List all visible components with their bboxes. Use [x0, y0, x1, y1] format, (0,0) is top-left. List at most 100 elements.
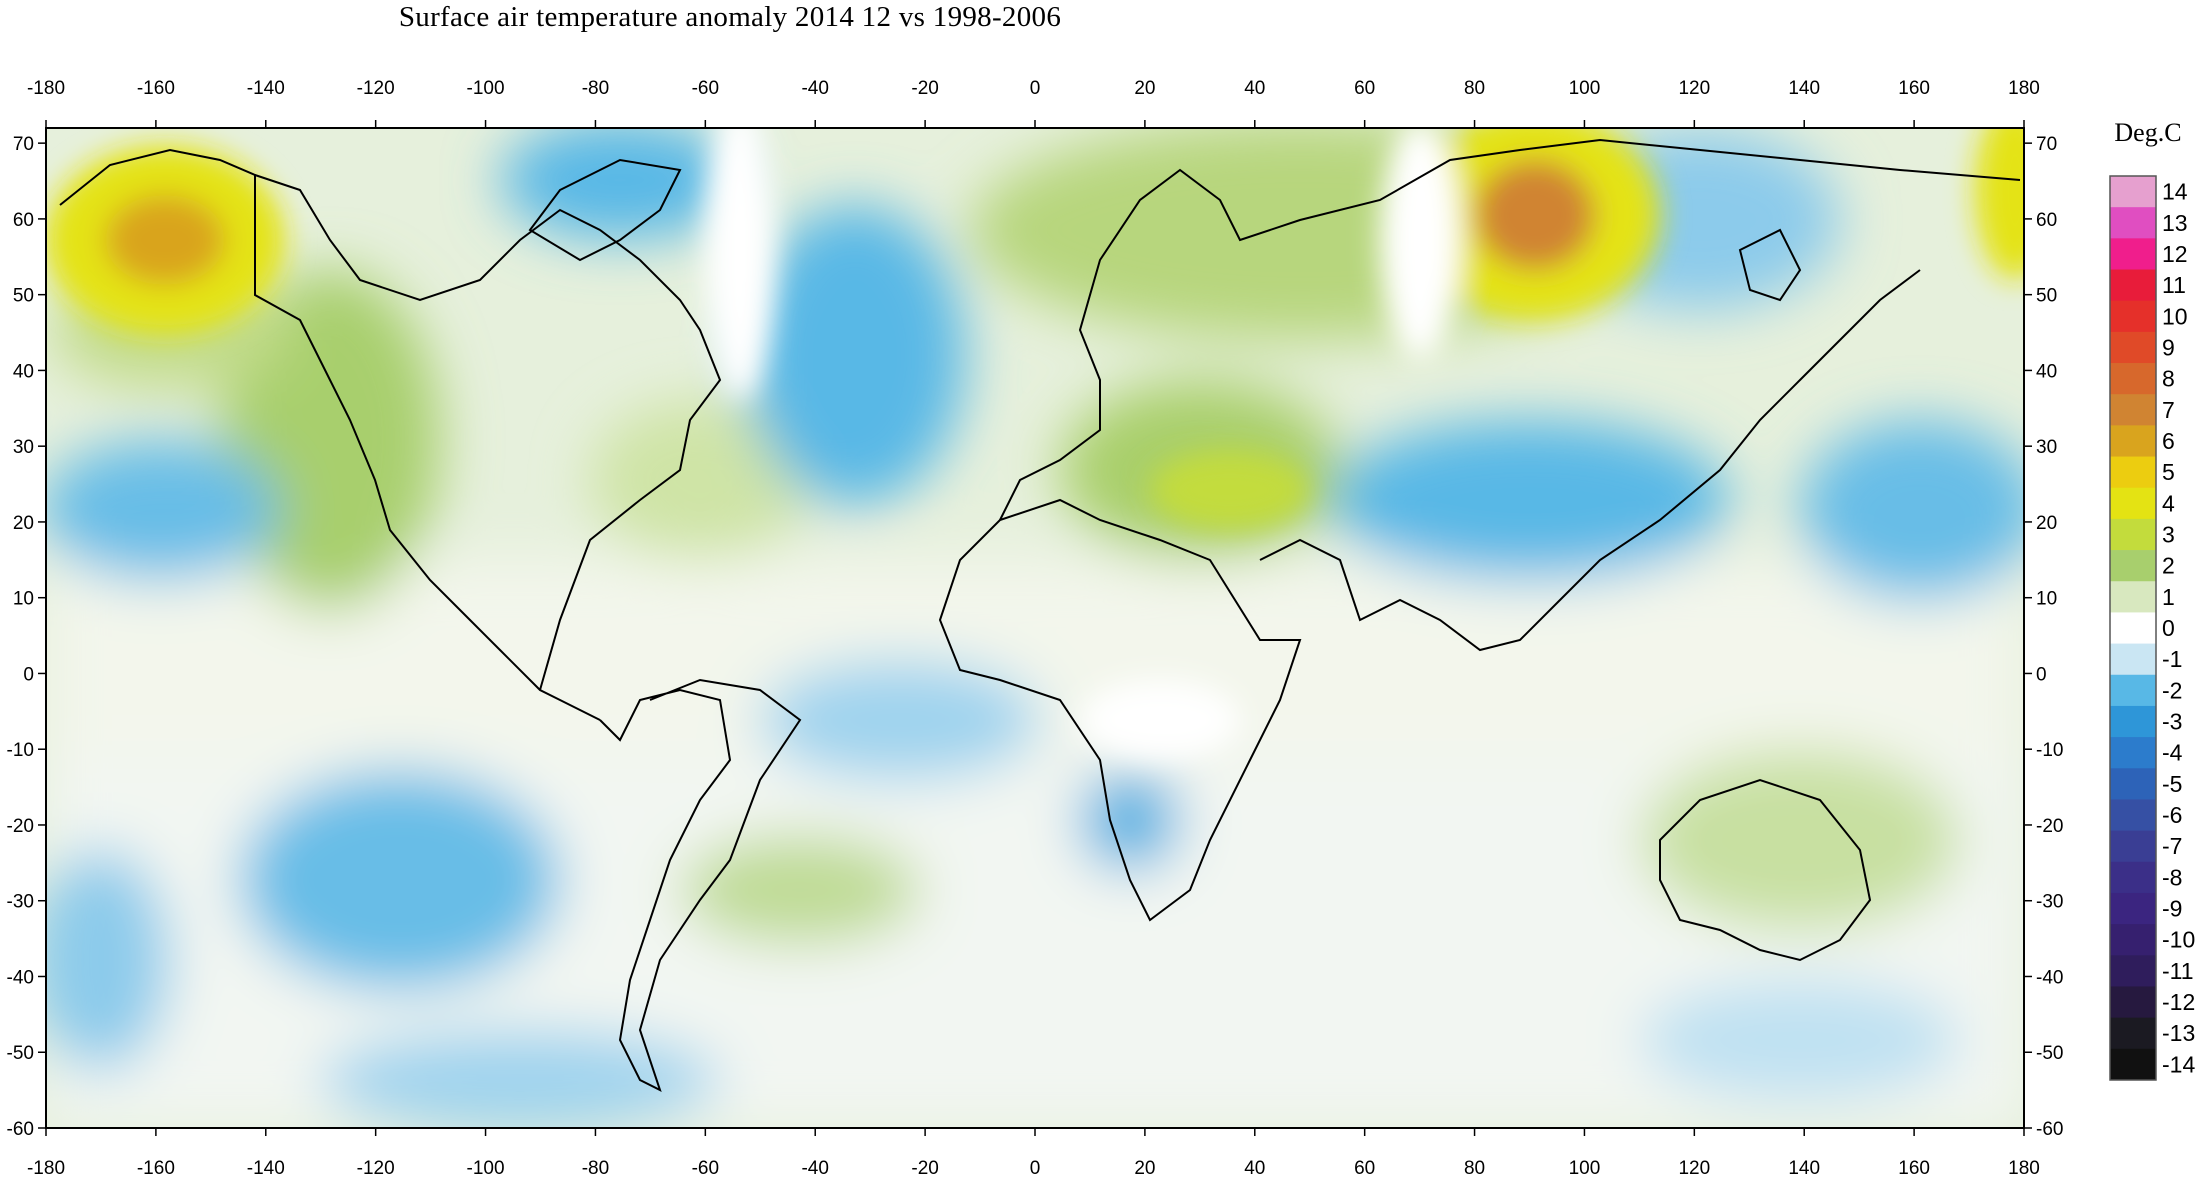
colorbar-level-label: -9	[2162, 896, 2182, 922]
lon-tick-label-top: 0	[1030, 78, 1041, 99]
lat-tick-label-left: -30	[7, 892, 34, 913]
colorbar-swatch	[2110, 1048, 2156, 1081]
colorbar-level-label: -4	[2162, 740, 2183, 766]
lon-tick-label-bottom: 160	[1898, 1158, 1930, 1179]
lon-tick-label-top: -40	[801, 78, 828, 99]
lon-tick-label-bottom: 100	[1569, 1158, 1601, 1179]
lon-tick-label-top: 180	[2008, 78, 2040, 99]
lat-tick-label-right: -60	[2036, 1119, 2063, 1140]
lon-tick-label-bottom: 60	[1354, 1158, 1375, 1179]
lat-tick-label-right: 60	[2036, 210, 2057, 231]
lon-tick-label-top: 60	[1354, 78, 1375, 99]
colorbar-level-label: -3	[2162, 709, 2182, 735]
colorbar-swatch	[2110, 612, 2156, 645]
colorbar-level-label: 12	[2162, 241, 2188, 267]
lon-tick-label-top: 120	[1678, 78, 1710, 99]
colorbar-level-label: -2	[2162, 677, 2182, 703]
lon-tick-label-bottom: -60	[692, 1158, 719, 1179]
lon-tick-label-bottom: 40	[1244, 1158, 1265, 1179]
lat-tick-label-left: 30	[13, 437, 34, 458]
colorbar-level-label: -7	[2162, 833, 2182, 859]
colorbar-level-label: -13	[2162, 1020, 2195, 1046]
lon-tick-label-top: -100	[467, 78, 505, 99]
colorbar-labels: 14131211109876543210-1-2-3-4-5-6-7-8-9-1…	[2162, 179, 2195, 1078]
colorbar-swatch	[2110, 269, 2156, 302]
lon-tick-label-top: 140	[1788, 78, 1820, 99]
colorbar-level-label: -11	[2162, 958, 2194, 984]
colorbar-level-label: -8	[2162, 864, 2182, 890]
colorbar-level-label: 8	[2162, 366, 2175, 392]
colorbar-frame	[2109, 175, 2157, 1081]
colorbar-unit-label: Deg.C	[2114, 118, 2181, 147]
lon-tick-label-top: -80	[582, 78, 609, 99]
coastlines	[59, 138, 2021, 1092]
lon-tick-label-top: -20	[911, 78, 938, 99]
colorbar-swatch	[2110, 331, 2156, 364]
lon-tick-label-bottom: 80	[1464, 1158, 1485, 1179]
lat-tick-label-right: 20	[2036, 513, 2057, 534]
lon-tick-label-top: -180	[27, 78, 65, 99]
colorbar-swatch	[2110, 955, 2156, 987]
lon-tick-label-bottom: 140	[1788, 1158, 1820, 1179]
colorbar-level-label: 3	[2162, 521, 2175, 547]
colorbar-swatch	[2110, 581, 2156, 613]
colorbar-swatch	[2110, 674, 2156, 707]
colorbar-swatch	[2110, 924, 2156, 956]
lat-tick-label-left: -60	[7, 1119, 34, 1140]
colorbar-swatch	[2110, 830, 2156, 863]
colorbar-level-label: 13	[2162, 210, 2188, 236]
colorbar-swatch	[2110, 799, 2156, 832]
lat-tick-label-left: 60	[13, 210, 34, 231]
colorbar-level-label: 6	[2162, 428, 2175, 454]
lat-tick-label-right: -20	[2036, 816, 2063, 837]
lat-tick-label-left: 70	[13, 134, 34, 155]
lat-tick-label-left: 10	[13, 589, 34, 610]
lat-tick-label-right: 70	[2036, 134, 2057, 155]
colorbar-swatch	[2110, 425, 2156, 458]
colorbar-level-label: -5	[2162, 771, 2182, 797]
lat-tick-label-right: -10	[2036, 740, 2063, 761]
colorbar-swatch	[2110, 986, 2156, 1019]
lon-tick-label-bottom: -160	[137, 1158, 175, 1179]
colorbar-level-label: 14	[2162, 179, 2188, 205]
lon-tick-label-bottom: -20	[911, 1158, 938, 1179]
axis-ticks	[38, 120, 2032, 1136]
lon-tick-label-top: -140	[247, 78, 285, 99]
lon-tick-label-top: 40	[1244, 78, 1265, 99]
colorbar-swatch	[2110, 207, 2156, 239]
colorbar-level-label: 0	[2162, 615, 2175, 641]
colorbar-level-label: 5	[2162, 459, 2175, 485]
colorbar-level-label: -12	[2162, 989, 2195, 1015]
lat-tick-label-right: -30	[2036, 892, 2063, 913]
colorbar-level-label: 4	[2162, 490, 2175, 516]
lat-tick-label-right: 0	[2036, 664, 2047, 685]
colorbar-swatch	[2110, 1017, 2156, 1050]
lon-tick-label-bottom: 20	[1134, 1158, 1155, 1179]
colorbar-swatch	[2110, 456, 2156, 489]
colorbar-swatch	[2110, 861, 2156, 894]
lat-tick-label-left: 20	[13, 513, 34, 534]
lon-tick-label-bottom: -100	[467, 1158, 505, 1179]
colorbar-swatch	[2110, 363, 2156, 395]
colorbar-swatch	[2110, 238, 2156, 271]
colorbar-level-label: 11	[2162, 272, 2186, 298]
lat-tick-label-left: 50	[13, 286, 34, 307]
colorbar-level-label: -6	[2162, 802, 2182, 828]
lon-tick-label-top: 160	[1898, 78, 1930, 99]
colorbar-level-label: -1	[2162, 646, 2182, 672]
colorbar-swatch	[2110, 737, 2156, 769]
lon-tick-label-bottom: -80	[582, 1158, 609, 1179]
colorbar-swatch	[2110, 705, 2156, 738]
lon-tick-label-bottom: 0	[1030, 1158, 1041, 1179]
lon-tick-label-top: 100	[1569, 78, 1601, 99]
lat-tick-label-right: 50	[2036, 286, 2057, 307]
lat-tick-label-right: -40	[2036, 967, 2063, 988]
lon-tick-label-top: -120	[357, 78, 395, 99]
lon-tick-label-bottom: -120	[357, 1158, 395, 1179]
colorbar-level-label: 2	[2162, 553, 2175, 579]
colorbar-level-label: 10	[2162, 303, 2188, 329]
lon-tick-label-top: -160	[137, 78, 175, 99]
lat-tick-label-right: -50	[2036, 1043, 2063, 1064]
colorbar: Deg.C 14131211109876543210-1-2-3-4-5-6-7…	[2109, 118, 2195, 1081]
colorbar-level-label: 9	[2162, 334, 2175, 360]
